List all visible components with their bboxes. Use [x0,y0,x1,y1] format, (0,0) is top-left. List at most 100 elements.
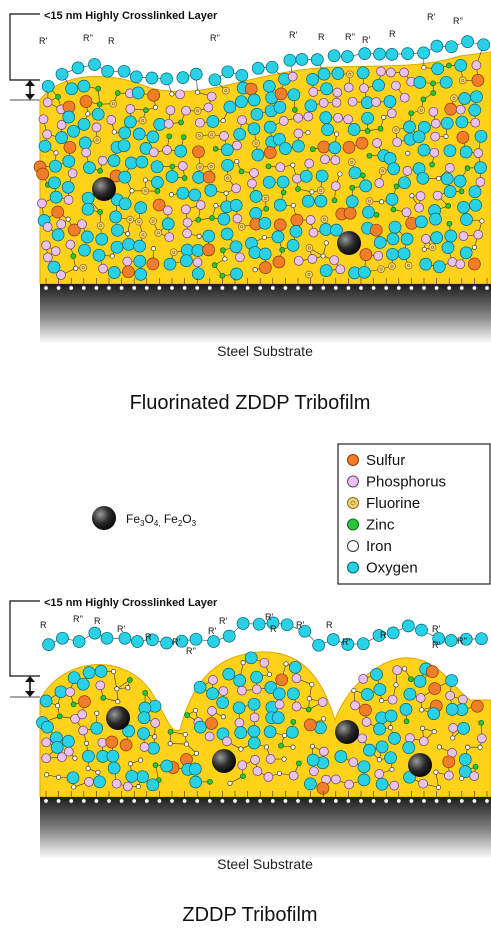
iron-atom [53,150,59,156]
iron-atom [257,285,263,291]
oxygen-atom [384,751,397,765]
oxygen-atom [292,139,305,153]
fluorine-atom [237,222,246,231]
sulfur-atom [36,167,50,181]
oxygen-atom [402,741,416,754]
iron-atom [81,285,87,291]
iron-atom [306,696,312,702]
oxygen-atom [78,243,91,257]
iron-atom [252,267,258,273]
phosphorus-atom [432,190,443,201]
oxygen-atom [403,120,416,134]
zinc-atom [309,146,316,153]
phosphorus-atom [293,255,304,266]
oxygen-atom [247,697,261,711]
phosphorus-atom [249,712,260,723]
sulfur-atom [470,699,484,713]
oxygen-atom [65,82,78,96]
iron-atom [68,285,74,291]
zinc-atom [331,197,338,204]
phosphorus-atom [203,102,214,113]
oxygen-atom [220,143,234,157]
iron-atom [222,256,228,262]
iron-atom [192,707,199,714]
oxygen-atom [430,39,444,53]
phosphorus-atom [175,89,185,100]
sulfur-atom [274,87,288,101]
oxygen-atom [319,223,333,236]
phosphorus-atom [332,87,343,98]
iron-swatch-icon [347,540,359,552]
phosphorus-atom [237,760,248,771]
iron-atom [219,798,225,804]
iron-atom [93,285,99,291]
oxygen-atom [386,626,400,640]
oxygen-atom [206,115,220,128]
phosphorus-atom [125,104,136,114]
zinc-atom [152,762,159,768]
phosphorus-atom [418,778,428,789]
fluorine-atom [138,116,147,125]
phosphorus-atom [42,252,53,263]
phosphorus-atom [97,155,108,166]
zinc-swatch-icon [347,518,359,531]
fluorine-atom [305,270,313,279]
oxygen-atom [375,777,389,791]
iron-atom [194,285,200,291]
oxygen-atom [356,637,370,651]
oxygen-atom [250,107,264,121]
oxygen-atom [419,257,433,271]
phosphorus-atom [237,685,247,696]
fluorine-atom [345,70,354,79]
oxygen-atom [345,195,359,208]
sulfur-atom [146,257,160,271]
iron-atom [125,231,131,237]
phosphorus-atom [319,746,329,757]
phosphorus-atom [180,204,191,215]
oxygen-atom [443,144,457,158]
oxygen-atom [188,762,202,776]
oxygen-atom [132,127,146,141]
oxygen-atom [328,141,342,155]
iron-atom [282,285,288,291]
sulfur-atom [468,257,481,271]
phosphorus-atom [56,219,67,230]
sulfur-atom [317,140,331,154]
fluorine-atom [450,94,458,102]
iron-atom [232,798,238,804]
zinc-atom [290,719,297,725]
iron-atom [371,798,377,804]
iron-atom [183,741,190,747]
legend-label: Sulfur [366,452,405,469]
legend-label: Oxygen [366,560,418,577]
oxygen-atom [347,123,361,136]
oxygen-atom [175,634,189,648]
oxygen-atom [223,100,237,114]
oxygen-atom [251,148,265,162]
oxygen-atom [304,99,318,113]
phosphorus-atom [476,733,487,744]
iron-atom [434,285,440,291]
zinc-atom [220,247,226,254]
fluorine-atom [139,230,147,239]
top-substrate-label: Steel Substrate [217,343,313,359]
oxygen-atom [88,626,102,640]
phosphorus-atom [418,736,429,747]
phosphorus-atom [288,770,299,781]
oxygen-atom [431,62,445,76]
iron-atom [232,285,238,291]
phosphorus-atom [343,82,354,93]
sulfur-atom [147,88,161,102]
top-panel: <15 nm Highly Crosslinked Layer Steel Su… [9,10,491,414]
phosphorus-atom [307,254,318,264]
iron-atom [131,285,137,291]
zinc-atom [219,272,226,279]
oxygen-atom [263,725,277,739]
bottom-thickness-arrow [10,675,40,698]
iron-atom [484,285,490,291]
phosphorus-atom [415,693,426,703]
iron-atom [281,756,287,762]
iron-atom [238,746,244,752]
oxygen-atom [320,82,333,96]
phosphorus-atom [182,217,193,228]
